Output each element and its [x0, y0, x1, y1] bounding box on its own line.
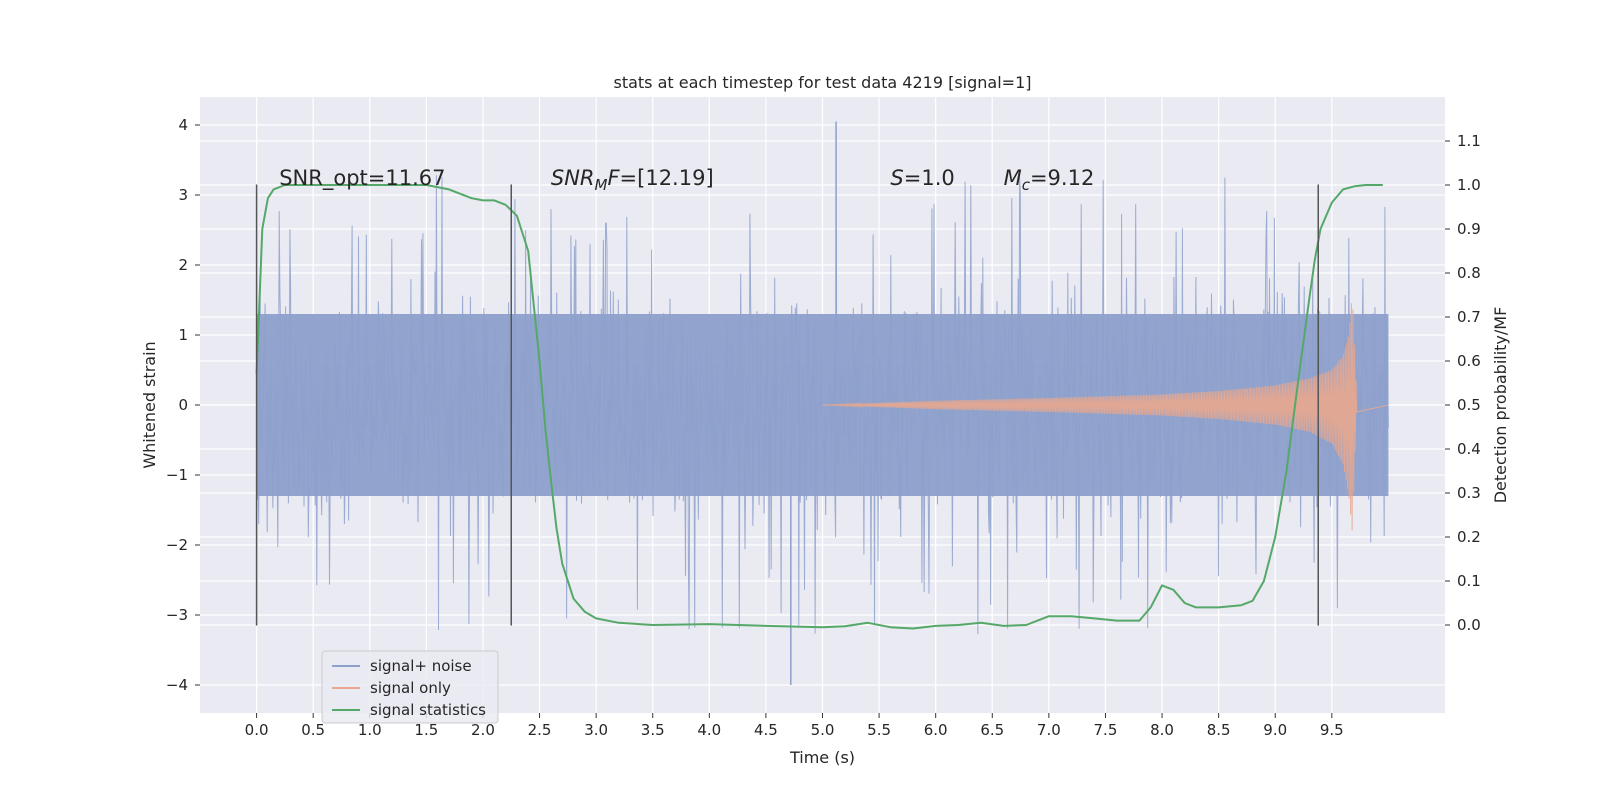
series-line-signal-statistics: [255, 184, 1383, 630]
y-tick-label: 4: [178, 116, 188, 134]
annotation-part: c: [1022, 176, 1031, 194]
y2-tick-label: 0.3: [1457, 484, 1481, 502]
y2-tick-label: 0.0: [1457, 616, 1481, 634]
x-tick-label: 7.5: [1094, 721, 1118, 739]
x-tick-label: 3.5: [641, 721, 665, 739]
x-tick-label: 8.0: [1150, 721, 1174, 739]
vertical-markers: [255, 184, 1319, 626]
y2-tick-label: 0.5: [1457, 396, 1481, 414]
y2-tick-label: 1.1: [1457, 132, 1481, 150]
x-tick-label: 0.0: [245, 721, 269, 739]
y2-tick-label: 0.7: [1457, 308, 1481, 326]
x-tick-label: 4.0: [697, 721, 721, 739]
x-tick-label: 5.0: [811, 721, 835, 739]
x-tick-label: 0.5: [301, 721, 325, 739]
x-tick-label: 2.5: [528, 721, 552, 739]
y2-axis-label: Detection probability/MF: [1491, 307, 1510, 504]
annotation-part: M: [1004, 166, 1022, 190]
x-tick-label: 4.5: [754, 721, 778, 739]
x-tick-label: 7.0: [1037, 721, 1061, 739]
annotation-part: =1.0: [904, 166, 955, 190]
x-tick-label: 6.0: [924, 721, 948, 739]
legend-box: [321, 650, 499, 724]
y2-tick-label: 0.9: [1457, 220, 1481, 238]
y2-tick-label: 0.6: [1457, 352, 1481, 370]
legend-entry: signal+ noise: [370, 657, 472, 675]
x-axis-ticks: 0.0 0.5 1.0 1.5 2.0 2.5 3.0 3.5 4.0 4.5 5.0 5.5 6.0 6…: [245, 713, 1344, 739]
series-layer: [255, 121, 1389, 685]
y-tick-label: 3: [178, 186, 188, 204]
y-axis-ticks: −4 −3 −2 −1 0 1 2 3 4: [166, 116, 200, 694]
y-tick-label: 1: [178, 326, 188, 344]
x-tick-label: 1.5: [414, 721, 438, 739]
annotation-2: S=1.0: [890, 166, 954, 190]
y-tick-label: 0: [178, 396, 188, 414]
y2-tick-label: 0.8: [1457, 264, 1481, 282]
x-axis-label: Time (s): [789, 748, 855, 767]
y-tick-label: −2: [166, 536, 188, 554]
y-tick-label: −4: [166, 676, 188, 694]
y2-tick-label: 1.0: [1457, 176, 1481, 194]
y-tick-label: 2: [178, 256, 188, 274]
annotation-0: SNR_opt=11.67: [279, 166, 445, 191]
x-tick-label: 8.5: [1207, 721, 1231, 739]
y2-tick-label: 0.1: [1457, 572, 1481, 590]
x-tick-label: 9.5: [1320, 721, 1344, 739]
x-tick-label: 9.0: [1263, 721, 1287, 739]
annotation-part: =[12.19]: [620, 166, 714, 190]
x-tick-label: 1.0: [358, 721, 382, 739]
y-tick-label: −3: [166, 606, 188, 624]
annotation-part: SNR_opt=11.67: [279, 166, 445, 191]
x-tick-label: 2.0: [471, 721, 495, 739]
annotation-part: S: [890, 166, 903, 190]
x-tick-label: 5.5: [867, 721, 891, 739]
annotations: SNR_opt=11.67 SNRMF=[12.19] S=1.0 Mc=9.12: [279, 166, 1094, 194]
annotation-part: =9.12: [1030, 166, 1094, 190]
y2-axis-ticks: 0.0 0.1 0.2 0.3 0.4 0.5 0.6 0.7 0.8 0.9 1.0 1.1: [1445, 132, 1481, 634]
annotation-part: M: [595, 176, 608, 194]
annotation-1: SNRMF=[12.19]: [551, 166, 714, 194]
legend: signal+ noise signal only signal statistic…: [321, 650, 499, 724]
y-tick-label: −1: [166, 466, 188, 484]
annotation-part: F: [607, 166, 620, 190]
x-tick-label: 3.0: [584, 721, 608, 739]
annotation-3: Mc=9.12: [1004, 166, 1095, 194]
chart-title: stats at each timestep for test data 421…: [613, 73, 1031, 92]
series-line-signal-only: [822, 303, 1389, 531]
y2-tick-label: 0.4: [1457, 440, 1481, 458]
legend-entry: signal statistics: [370, 701, 486, 719]
y2-tick-label: 0.2: [1457, 528, 1481, 546]
legend-entry: signal only: [370, 679, 451, 697]
annotation-part: SNR: [551, 166, 595, 190]
x-tick-label: 6.5: [980, 721, 1004, 739]
y-axis-label: Whitened strain: [140, 341, 159, 468]
